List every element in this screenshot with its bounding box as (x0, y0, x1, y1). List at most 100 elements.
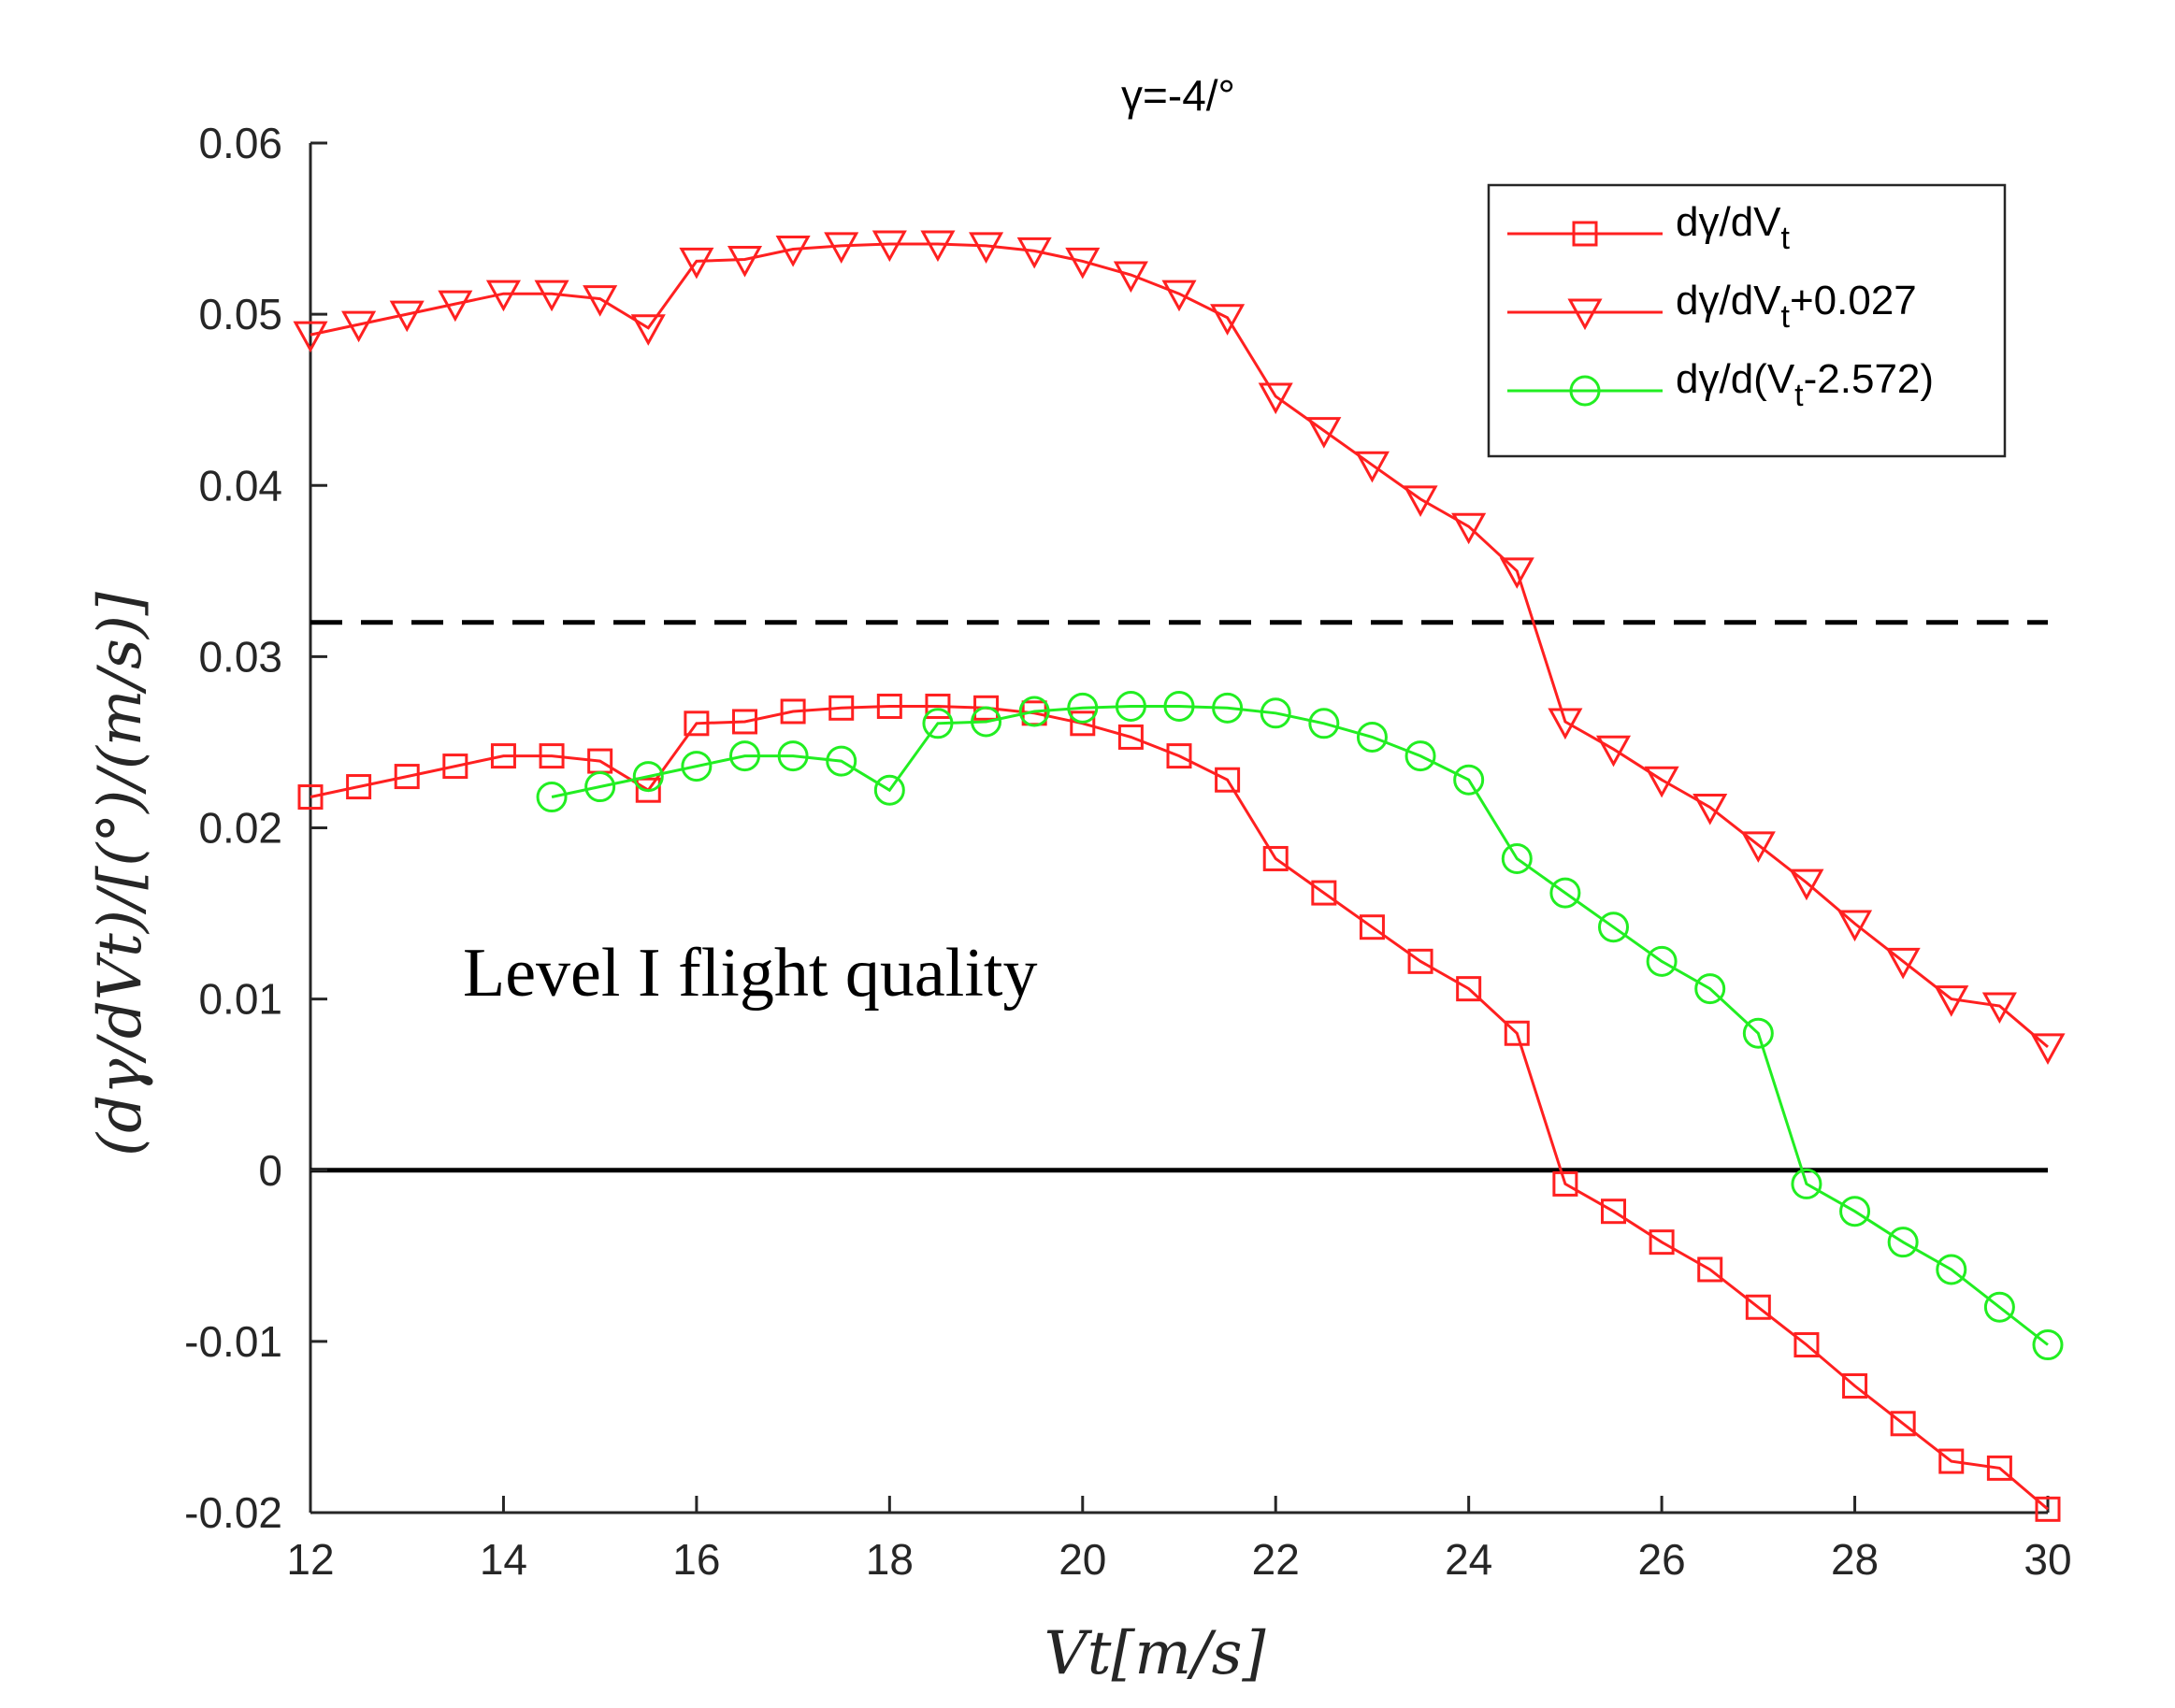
data-point-square (297, 784, 324, 811)
data-point-square (1697, 1256, 1723, 1283)
data-point-triangle (293, 321, 328, 353)
x-tick-label: 28 (1831, 1535, 1879, 1584)
data-point-circle (1067, 692, 1099, 724)
series-1 (297, 693, 2061, 1522)
data-point-circle (1694, 973, 1726, 1005)
data-point-circle (1598, 911, 1629, 943)
data-point-circle (1260, 697, 1291, 729)
data-point-square (2035, 1496, 2061, 1522)
data-point-square (925, 693, 951, 719)
data-point-triangle (1789, 868, 1824, 901)
data-point-square (1215, 767, 1241, 793)
data-point-triangle (534, 280, 569, 312)
x-tick-label: 20 (1059, 1535, 1106, 1584)
data-point-square (1504, 1020, 1530, 1046)
data-point-circle (1501, 842, 1533, 874)
data-point-square (684, 710, 710, 737)
legend-entry: dγ/d(Vt-2.572) (1507, 356, 1934, 413)
data-point-triangle (341, 310, 377, 343)
data-point-circle (1887, 1227, 1919, 1258)
y-tick-label: 0.02 (198, 804, 282, 853)
data-point-triangle (871, 230, 907, 263)
data-point-square (442, 754, 468, 780)
data-point-circle (1212, 692, 1244, 724)
data-point-triangle (583, 285, 618, 317)
data-point-circle (1839, 1196, 1871, 1227)
data-point-circle (873, 774, 905, 806)
data-point-triangle (485, 280, 521, 312)
data-point-triangle (775, 236, 811, 267)
x-axis-label: Vt[m/s] (1044, 1619, 1267, 1688)
data-point-circle (2032, 1329, 2064, 1361)
y-axis-label: (dγ/dVt)/[(°)/(m/s)] (86, 591, 155, 1156)
data-point-triangle (1016, 237, 1052, 269)
data-point-triangle (1548, 708, 1583, 740)
data-point-triangle (1837, 910, 1873, 942)
y-tick-label: 0.05 (198, 290, 282, 338)
data-point-circle (1983, 1291, 2015, 1323)
data-point-triangle (679, 247, 714, 280)
data-point-circle (681, 751, 713, 782)
data-point-triangle (1403, 485, 1438, 518)
data-point-square (1070, 710, 1096, 737)
series-3 (536, 690, 2064, 1361)
data-point-triangle (1885, 947, 1921, 980)
data-point-square (1262, 845, 1289, 871)
data-series (293, 230, 2066, 1522)
y-tick-label: -0.02 (184, 1488, 282, 1537)
data-point-triangle (1258, 382, 1293, 415)
x-tick-label: 16 (672, 1535, 720, 1584)
data-point-square (1572, 221, 1598, 247)
legend-label: dγ/dVt (1676, 199, 1791, 256)
data-point-circle (1404, 740, 1436, 772)
data-point-square (394, 764, 420, 790)
x-tick-label: 12 (286, 1535, 334, 1584)
data-point-square (1938, 1448, 1965, 1474)
data-point-square (1986, 1455, 2012, 1481)
data-point-square (1890, 1411, 1916, 1437)
data-point-circle (632, 761, 664, 793)
level-annotation: Level I flight quality (463, 935, 1037, 1012)
data-point-circle (1356, 721, 1388, 753)
data-point-triangle (1740, 831, 1776, 863)
data-point-triangle (1161, 280, 1197, 312)
series-line (310, 705, 2049, 1511)
data-point-square (828, 695, 855, 721)
data-point-triangle (389, 300, 425, 333)
data-point-square (780, 698, 806, 725)
data-point-triangle (2030, 1033, 2066, 1066)
y-tick-label: 0.03 (198, 632, 282, 681)
data-point-triangle (630, 314, 666, 346)
data-point-circle (1936, 1254, 1967, 1285)
data-point-square (1456, 976, 1482, 1002)
y-tick-label: 0.04 (198, 461, 282, 510)
data-point-square (346, 774, 372, 800)
data-point-circle (971, 706, 1002, 738)
data-point-circle (584, 771, 616, 803)
data-point-circle (1791, 1168, 1822, 1199)
data-point-circle (1018, 696, 1050, 727)
data-point-circle (1308, 708, 1340, 739)
chart-title: γ=-4/° (1121, 71, 1235, 120)
plot-area (309, 143, 2048, 1514)
data-point-triangle (1692, 794, 1728, 825)
data-point-square (1311, 880, 1337, 906)
data-point-circle (777, 740, 809, 772)
legend: dγ/dVt dγ/dVt+0.027 dγ/d(Vt-2.572) (1487, 183, 2007, 458)
data-point-square (1117, 724, 1144, 750)
data-point-triangle (1499, 557, 1534, 589)
x-tick-label: 30 (2024, 1535, 2071, 1584)
data-point-square (490, 743, 516, 769)
data-point-square (732, 709, 757, 735)
x-tick-label: 22 (1252, 1535, 1300, 1584)
data-point-square (1407, 948, 1433, 974)
data-point-circle (1646, 945, 1678, 977)
legend-label: dγ/dVt+0.027 (1676, 278, 1917, 335)
data-point-square (1842, 1372, 1868, 1399)
data-point-triangle (1567, 298, 1603, 331)
legend-label: dγ/d(Vt-2.572) (1676, 356, 1934, 413)
data-point-triangle (1113, 261, 1148, 294)
data-point-square (539, 743, 565, 769)
data-point-triangle (1934, 985, 1969, 1017)
